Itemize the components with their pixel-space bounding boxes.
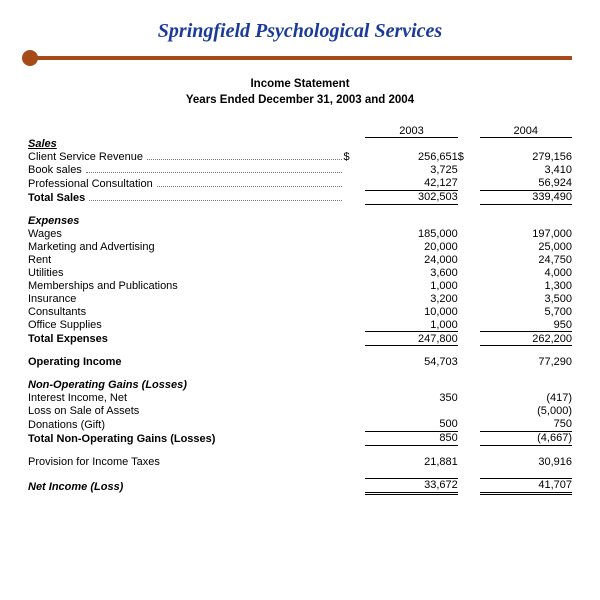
row-loss-sale: Loss on Sale of Assets (5,000) xyxy=(28,405,572,418)
statement-title: Income Statement xyxy=(250,78,349,90)
total-exp-y1: 247,800 xyxy=(365,332,457,346)
book-y2: 3,410 xyxy=(480,164,573,177)
period-line: Years Ended December 31, 2003 and 2004 xyxy=(186,94,414,106)
label-loss: Loss on Sale of Assets xyxy=(28,405,139,417)
label-ins: Insurance xyxy=(28,293,76,305)
row-prof-consult: Professional Consultation 42,127 56,924 xyxy=(28,177,572,191)
label-total-sales: Total Sales xyxy=(28,192,85,204)
row-operating-income: Operating Income 54,703 77,290 xyxy=(28,356,572,369)
row-book-sales: Book sales 3,725 3,410 xyxy=(28,164,572,177)
label-book: Book sales xyxy=(28,164,82,176)
label-rent: Rent xyxy=(28,254,51,266)
tax-y1: 21,881 xyxy=(365,455,457,468)
row-consultants: Consultants 10,000 5,700 xyxy=(28,305,572,318)
label-opinc: Operating Income xyxy=(28,356,122,368)
year-1: 2003 xyxy=(365,124,457,138)
company-title: Springfield Psychological Services xyxy=(28,20,572,43)
row-total-expenses: Total Expenses 247,800 262,200 xyxy=(28,332,572,346)
sales-heading: Sales xyxy=(28,138,344,151)
income-statement-table: 2003 2004 Sales Client Service Revenue $… xyxy=(28,124,572,495)
label-util: Utilities xyxy=(28,267,63,279)
prof-y2: 56,924 xyxy=(480,177,573,191)
ins-y1: 3,200 xyxy=(365,292,457,305)
supp-y2: 950 xyxy=(480,318,573,332)
total-exp-y2: 262,200 xyxy=(480,332,573,346)
label-client: Client Service Revenue xyxy=(28,151,143,163)
wages-y1: 185,000 xyxy=(365,227,457,240)
memb-y2: 1,300 xyxy=(480,279,573,292)
row-supplies: Office Supplies 1,000 950 xyxy=(28,318,572,332)
label-tax: Provision for Income Taxes xyxy=(28,456,160,468)
row-marketing: Marketing and Advertising 20,000 25,000 xyxy=(28,240,572,253)
row-rent: Rent 24,000 24,750 xyxy=(28,253,572,266)
title-rule xyxy=(28,49,572,67)
client-y2: 279,156 xyxy=(480,151,573,164)
net-y2: 41,707 xyxy=(480,478,573,493)
currency-1: $ xyxy=(344,151,366,164)
row-tax: Provision for Income Taxes 21,881 30,916 xyxy=(28,455,572,468)
net-y1: 33,672 xyxy=(365,478,457,493)
opinc-y1: 54,703 xyxy=(365,356,457,369)
util-y2: 4,000 xyxy=(480,266,573,279)
cons-y2: 5,700 xyxy=(480,305,573,318)
supp-y1: 1,000 xyxy=(365,318,457,332)
book-y1: 3,725 xyxy=(365,164,457,177)
row-interest: Interest Income, Net 350 (417) xyxy=(28,392,572,405)
year-header-row: 2003 2004 xyxy=(28,124,572,138)
income-statement-page: Springfield Psychological Services Incom… xyxy=(0,0,600,515)
total-sales-y2: 339,490 xyxy=(480,190,573,204)
int-y2: (417) xyxy=(480,392,573,405)
row-wages: Wages 185,000 197,000 xyxy=(28,227,572,240)
nonop-y1: 850 xyxy=(365,431,457,445)
label-wages: Wages xyxy=(28,228,62,240)
row-net-income: Net Income (Loss) 33,672 41,707 xyxy=(28,478,572,493)
util-y1: 3,600 xyxy=(365,266,457,279)
expenses-heading: Expenses xyxy=(28,214,344,227)
don-y1: 500 xyxy=(365,418,457,432)
memb-y1: 1,000 xyxy=(365,279,457,292)
row-memberships: Memberships and Publications 1,000 1,300 xyxy=(28,279,572,292)
cons-y1: 10,000 xyxy=(365,305,457,318)
label-don: Donations (Gift) xyxy=(28,419,105,431)
total-sales-y1: 302,503 xyxy=(365,190,457,204)
label-mkt: Marketing and Advertising xyxy=(28,241,155,253)
label-total-nonop: Total Non-Operating Gains (Losses) xyxy=(28,433,215,445)
label-total-exp: Total Expenses xyxy=(28,333,108,345)
row-client-service: Client Service Revenue $ 256,651 $ 279,1… xyxy=(28,151,572,164)
label-memb: Memberships and Publications xyxy=(28,280,178,292)
client-y1: 256,651 xyxy=(365,151,457,164)
rent-y1: 24,000 xyxy=(365,253,457,266)
label-net: Net Income (Loss) xyxy=(28,481,123,493)
label-cons: Consultants xyxy=(28,306,86,318)
mkt-y1: 20,000 xyxy=(365,240,457,253)
year-2: 2004 xyxy=(480,124,573,138)
row-donations: Donations (Gift) 500 750 xyxy=(28,418,572,432)
tax-y2: 30,916 xyxy=(480,455,573,468)
row-utilities: Utilities 3,600 4,000 xyxy=(28,266,572,279)
loss-y2: (5,000) xyxy=(480,405,573,418)
opinc-y2: 77,290 xyxy=(480,356,573,369)
nonop-heading: Non-Operating Gains (Losses) xyxy=(28,379,344,392)
int-y1: 350 xyxy=(365,392,457,405)
nonop-y2: (4,667) xyxy=(480,431,573,445)
wages-y2: 197,000 xyxy=(480,227,573,240)
ins-y2: 3,500 xyxy=(480,292,573,305)
row-total-sales: Total Sales 302,503 339,490 xyxy=(28,190,572,204)
mkt-y2: 25,000 xyxy=(480,240,573,253)
don-y2: 750 xyxy=(480,418,573,432)
row-total-nonop: Total Non-Operating Gains (Losses) 850 (… xyxy=(28,431,572,445)
rent-y2: 24,750 xyxy=(480,253,573,266)
label-supp: Office Supplies xyxy=(28,319,102,331)
prof-y1: 42,127 xyxy=(365,177,457,191)
currency-2: $ xyxy=(458,151,480,164)
label-int: Interest Income, Net xyxy=(28,392,127,404)
statement-heading: Income Statement Years Ended December 31… xyxy=(28,77,572,108)
label-prof: Professional Consultation xyxy=(28,178,153,190)
row-insurance: Insurance 3,200 3,500 xyxy=(28,292,572,305)
loss-y1 xyxy=(365,405,457,418)
